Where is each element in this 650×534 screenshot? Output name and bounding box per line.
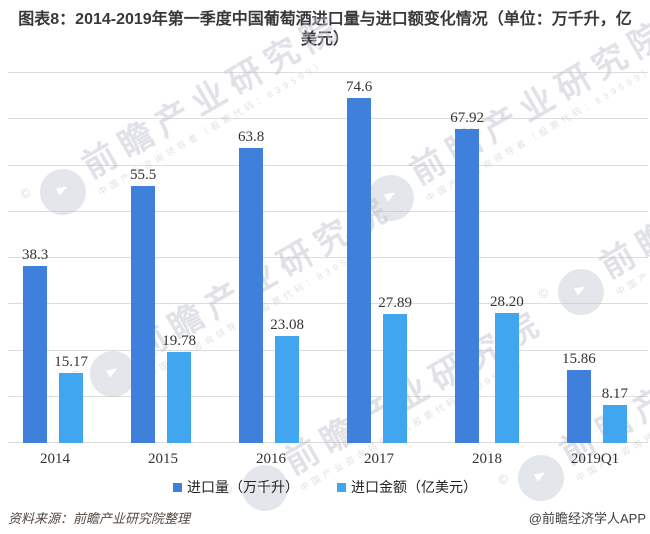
plot-area: 38.3 15.17 2014 55.5 19.78 2015 63.8 23.08 2016 7… [8, 72, 648, 467]
legend-label-import-value: 进口金额（亿美元） [351, 481, 477, 496]
bar-groups: 38.3 15.17 2014 55.5 19.78 2015 63.8 23.08 2016 7… [1, 73, 649, 467]
legend-marker-import-value [337, 482, 346, 492]
x-axis-label: 2015 [148, 451, 178, 467]
footer: 资料来源：前瞻产业研究院整理 @前瞻经济学人APP [8, 508, 646, 527]
value-label: 67.92 [450, 109, 484, 126]
gridline [8, 118, 648, 120]
gridline [8, 395, 648, 397]
x-axis-label: 2016 [256, 451, 286, 467]
value-label: 55.5 [130, 167, 157, 184]
value-label: 38.3 [22, 246, 49, 263]
bar-group-2019Q1: 15.86 8.17 2019Q1 [541, 73, 649, 467]
bar-group-2018: 67.92 28.20 2018 [433, 73, 541, 467]
value-label: 74.6 [346, 78, 373, 95]
bar-2015-series0 [131, 186, 156, 443]
bar-2019Q1-series1 [602, 405, 627, 443]
bar-2017-series0 [347, 97, 372, 443]
value-label: 15.17 [54, 353, 88, 370]
x-axis-label: 2014 [40, 451, 70, 467]
legend-marker-import-volume [173, 482, 182, 492]
bar-2014-series0 [23, 265, 48, 443]
value-label: 27.89 [378, 295, 412, 312]
bar-2018-series0 [455, 128, 480, 443]
value-label: 63.8 [238, 128, 265, 145]
bar-group-2014: 38.3 15.17 2014 [1, 73, 109, 467]
gridline [8, 210, 648, 212]
bar-2019Q1-series0 [566, 369, 591, 443]
legend-item-import-volume: 进口量（万千升） [173, 477, 299, 497]
legend-label-import-volume: 进口量（万千升） [187, 481, 299, 496]
bar-2015-series1 [167, 351, 192, 443]
gridline [8, 303, 648, 305]
bar-2016-series1 [275, 336, 300, 443]
value-label: 15.86 [562, 350, 596, 367]
value-label: 28.20 [490, 293, 524, 310]
value-label: 8.17 [601, 386, 628, 403]
legend-item-import-value: 进口金额（亿美元） [337, 477, 477, 497]
bar-group-2016: 63.8 23.08 2016 [217, 73, 325, 467]
gridline [8, 349, 648, 351]
data-source-text: 资料来源：前瞻产业研究院整理 [8, 511, 191, 526]
gridlines [8, 72, 648, 443]
bar-2016-series0 [239, 147, 264, 443]
bar-group-2015: 55.5 19.78 2015 [109, 73, 217, 467]
bar-group-2017: 74.6 27.89 2017 [325, 73, 433, 467]
bar-2014-series1 [59, 372, 84, 443]
chart-title: 图表8：2014-2019年第一季度中国葡萄酒进口量与进口额变化情况（单位：万千… [18, 11, 632, 48]
x-axis-label: 2018 [472, 451, 502, 467]
bar-2018-series1 [494, 312, 519, 443]
gridline [8, 72, 648, 73]
legend: 进口量（万千升） 进口金额（亿美元） [0, 477, 650, 497]
x-axis-label: 2019Q1 [570, 451, 620, 467]
bar-2017-series1 [383, 314, 408, 443]
gridline [8, 442, 648, 443]
value-label: 23.08 [270, 317, 304, 334]
gridline [8, 257, 648, 258]
app-credit-text: @前瞻经济学人APP [528, 511, 646, 526]
value-label: 19.78 [162, 332, 196, 349]
gridline [8, 164, 648, 166]
x-axis-label: 2017 [364, 451, 394, 467]
